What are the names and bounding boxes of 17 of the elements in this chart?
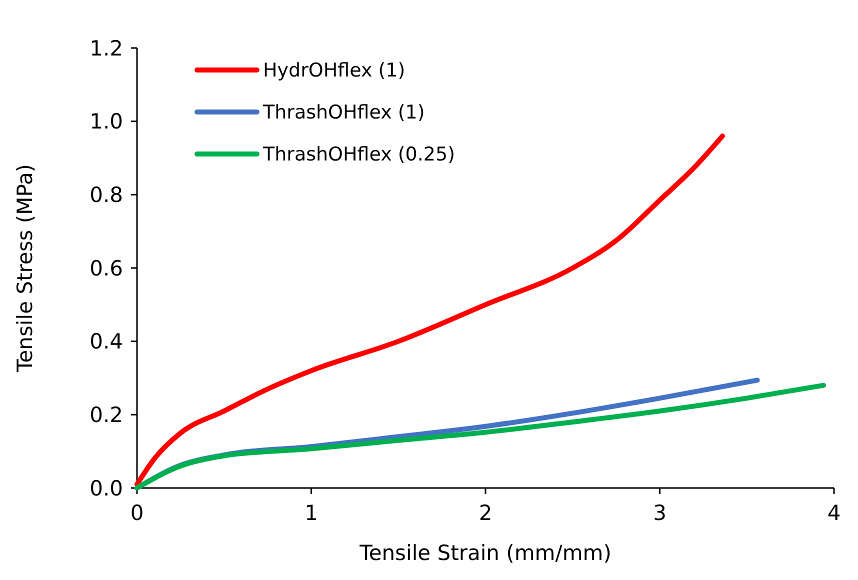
y-tick-label: 0.2 — [90, 403, 123, 428]
legend-label: HydrOHflex (1) — [263, 60, 406, 82]
x-tick-label: 0 — [130, 501, 144, 525]
x-axis-title: Tensile Strain (mm/mm) — [358, 541, 612, 565]
legend-label: ThrashOHflex (1) — [262, 102, 425, 124]
y-tick-label: 0.6 — [90, 256, 123, 280]
x-tick-label: 2 — [478, 501, 492, 525]
x-tick-label: 4 — [827, 501, 841, 525]
y-tick-label: 1.0 — [90, 110, 123, 134]
x-tick-label: 1 — [304, 501, 318, 525]
y-tick-label: 0.0 — [90, 476, 123, 500]
y-tick-label: 0.4 — [90, 330, 123, 354]
legend-label: ThrashOHflex (0.25) — [262, 144, 456, 166]
y-axis-title: Tensile Stress (MPa) — [13, 164, 37, 374]
y-tick-label: 1.2 — [90, 36, 123, 60]
y-tick-label: 0.8 — [90, 183, 123, 208]
x-tick-label: 3 — [653, 501, 666, 525]
